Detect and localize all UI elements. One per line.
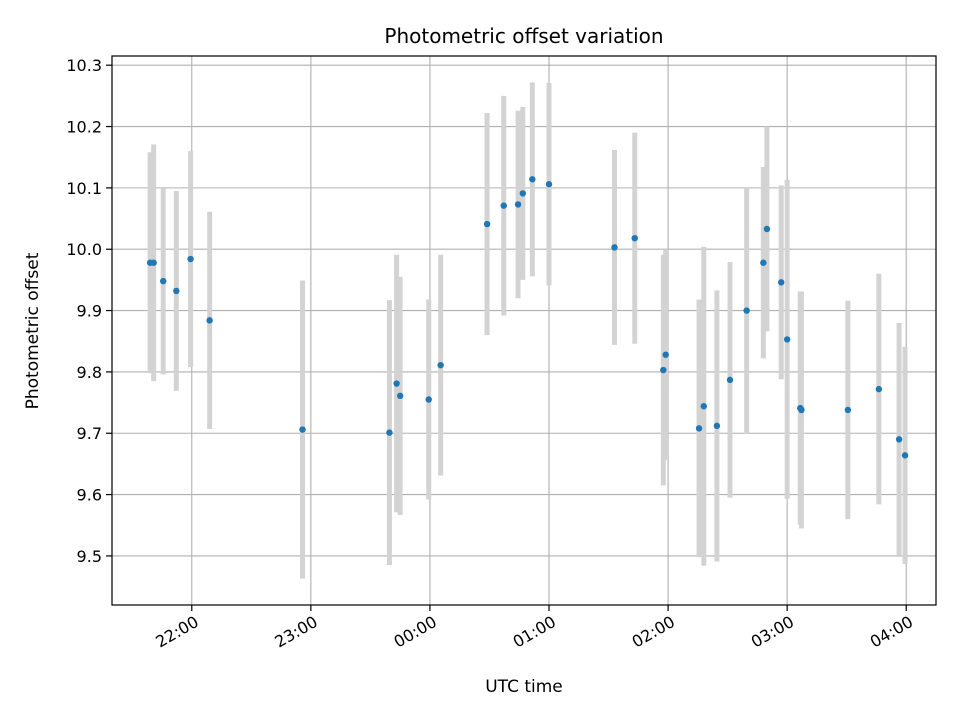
data-point	[500, 202, 507, 209]
data-point	[187, 255, 194, 263]
data-point	[393, 380, 400, 387]
data-point	[726, 376, 734, 384]
data-point	[483, 220, 491, 228]
x-axis-title: UTC time	[485, 677, 563, 697]
x-tick-label: 04:00	[867, 612, 916, 652]
y-tick-label: 10.2	[66, 118, 102, 137]
y-axis-ticks: 9.5 9.6 9.7 9.8 9.9 10.0 10.1 10.2 10.3	[66, 56, 112, 566]
data-point	[611, 244, 618, 251]
data-point	[875, 385, 883, 393]
data-point	[695, 425, 703, 432]
x-tick-label: 00:00	[390, 612, 439, 652]
data-point	[798, 406, 805, 414]
data-point	[760, 259, 767, 266]
data-point	[895, 436, 903, 443]
y-tick-label: 9.6	[77, 486, 102, 505]
data-point	[514, 201, 522, 208]
x-tick-label: 03:00	[748, 612, 797, 652]
data-point	[660, 366, 667, 374]
data-point	[386, 429, 393, 436]
data-point	[901, 452, 909, 459]
y-axis-title: Photometric offset	[23, 252, 43, 409]
y-tick-label: 9.9	[77, 302, 102, 321]
data-point	[150, 259, 157, 266]
data-point	[519, 190, 527, 197]
data-point	[529, 176, 536, 183]
data-point	[160, 277, 167, 285]
data-point	[700, 403, 708, 410]
x-tick-label: 22:00	[152, 612, 201, 652]
data-point	[763, 225, 771, 233]
y-tick-label: 10.0	[66, 240, 102, 259]
data-point	[545, 181, 553, 188]
y-tick-label: 10.1	[66, 179, 102, 198]
data-point	[844, 406, 852, 414]
y-tick-label: 9.8	[77, 363, 102, 382]
data-point	[437, 361, 444, 369]
data-point	[631, 234, 638, 242]
x-tick-label: 01:00	[510, 612, 559, 652]
data-point	[206, 317, 213, 324]
y-tick-label: 10.3	[66, 56, 102, 75]
data-point	[713, 422, 721, 430]
data-point	[396, 392, 404, 400]
error-bars	[147, 82, 908, 579]
y-tick-label: 9.7	[77, 424, 102, 443]
data-point	[783, 336, 791, 343]
plot-area-frame	[111, 55, 937, 606]
data-point	[778, 279, 785, 286]
y-tick-label: 9.5	[77, 547, 102, 566]
x-axis-ticks: 22:00 23:00 00:00 01:00 02:00 03:00 04:00	[152, 605, 916, 652]
data-points	[146, 176, 909, 459]
x-tick-label: 23:00	[271, 612, 320, 652]
data-point	[743, 307, 750, 314]
chart-title: Photometric offset variation	[384, 24, 663, 48]
data-point	[299, 426, 306, 433]
data-point	[662, 351, 669, 358]
x-tick-label: 02:00	[629, 612, 678, 652]
data-point	[425, 396, 432, 403]
data-point	[173, 287, 180, 295]
